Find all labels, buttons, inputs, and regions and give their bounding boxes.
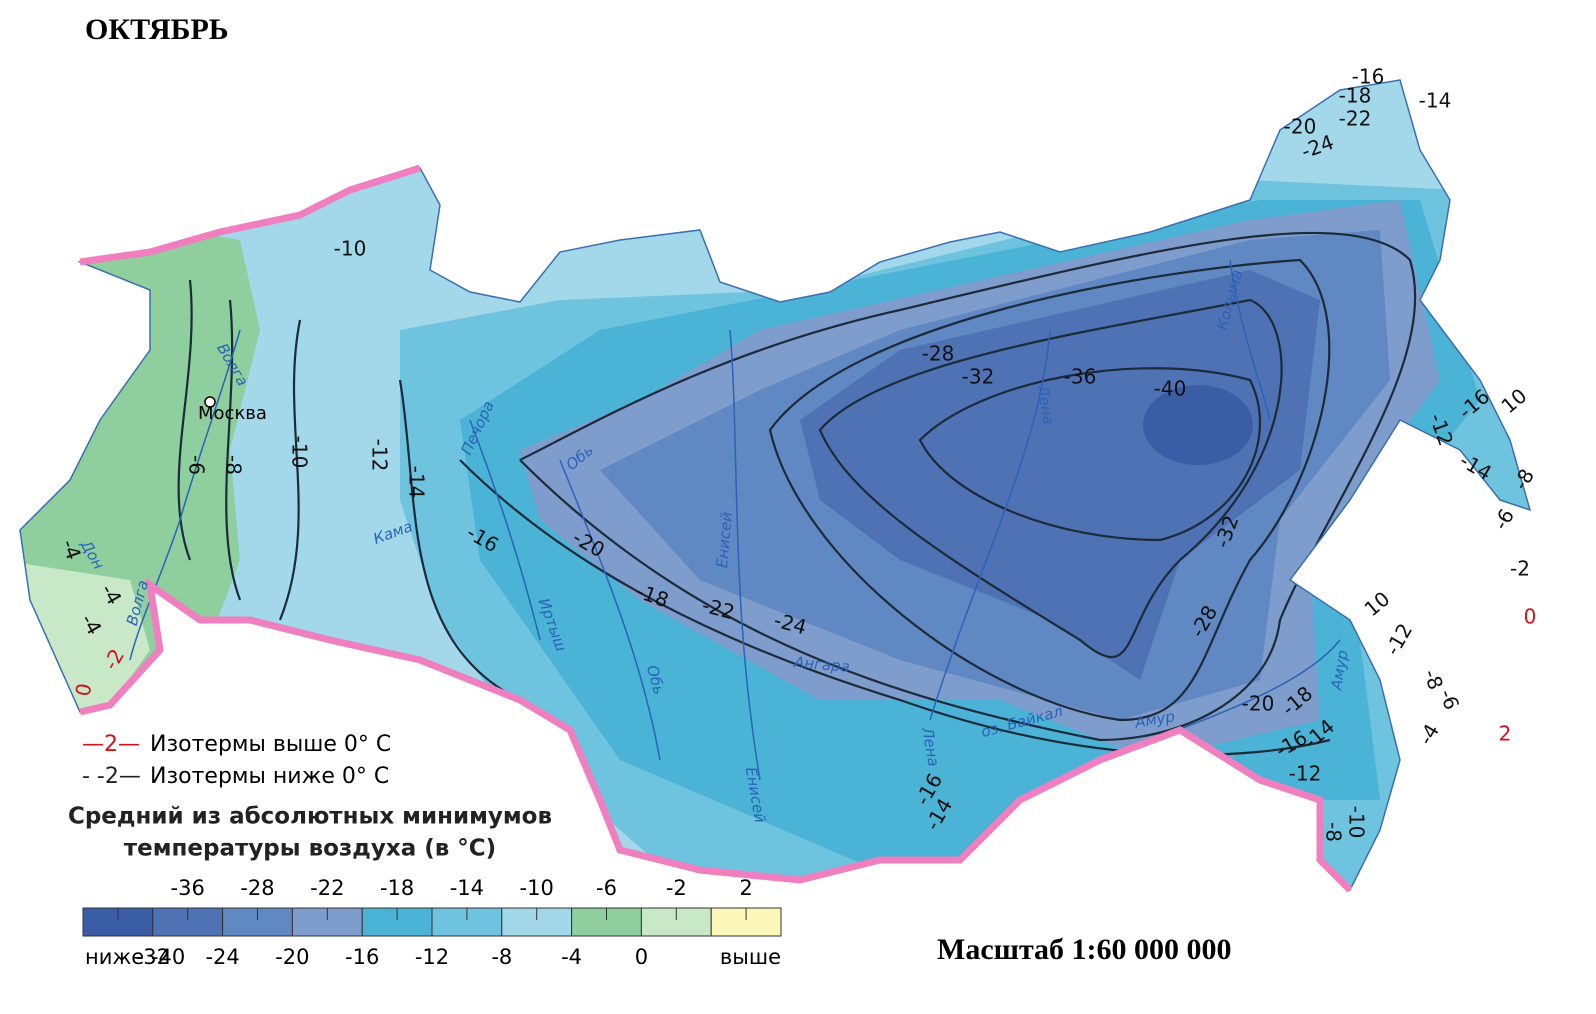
isotherm-label: -36 (1064, 365, 1097, 389)
river-label: Ангара (792, 653, 850, 676)
isotherm-label: -2 (1510, 557, 1530, 581)
zone-deep-blue (800, 270, 1320, 680)
legend-text: Изотермы ниже 0° C (150, 764, 389, 789)
isotherm-label: -12 (368, 439, 392, 472)
zone-darkest (1143, 385, 1253, 465)
isotherm-label: 10 (1360, 586, 1395, 621)
isotherm-label: -22 (1339, 107, 1372, 131)
isotherm-label: -12 (1380, 619, 1417, 659)
isotherm-label: -18 (1339, 84, 1372, 108)
isotherm-label: -28 (922, 342, 955, 366)
zone-light-green (20, 560, 150, 720)
isotherm-lines (177, 231, 1417, 756)
scale-lower-label: -8 (491, 945, 512, 969)
isotherm-label: -12 (1289, 762, 1322, 786)
scale-title: Средний из абсолютных минимумов (68, 804, 552, 830)
isotherm-label: -20 (1242, 692, 1275, 716)
scale-lower-label: -24 (205, 945, 239, 969)
city-marker (204, 396, 216, 408)
scale-upper-label: -22 (310, 876, 344, 900)
isotherm-label: -32 (962, 365, 995, 389)
legend: —2— Изотермы выше 0° C - -2— Изотермы ниже … (68, 732, 782, 969)
scale-lower-label: ниже -40 (85, 945, 185, 969)
scale-lower-label: -16 (345, 945, 379, 969)
isotherm-label-above-zero: 2 (1499, 722, 1512, 746)
city-label: Москва (198, 403, 267, 424)
isotherm-label-above-zero: 0 (71, 681, 97, 698)
isotherm-label: -8 (1419, 666, 1448, 693)
scale-upper-label: -36 (171, 876, 205, 900)
scale-lower-label: -32 (136, 945, 170, 969)
isotherm-label: -14 (1419, 89, 1452, 113)
scale-upper-label: -18 (380, 876, 414, 900)
scale-lower-label: -12 (415, 945, 449, 969)
river-label: Енисей (713, 511, 736, 569)
isotherm-label: -8 (1322, 822, 1346, 842)
map-scale: Масштаб 1:60 000 000 (937, 933, 1232, 966)
isotherm-label-above-zero: 0 (1524, 605, 1537, 629)
isotherm-label: -40 (1154, 377, 1187, 401)
isotherm-label: -10 (1345, 806, 1369, 839)
legend-text: Изотермы выше 0° C (150, 732, 391, 757)
state-border-north-west (79, 164, 422, 266)
isotherm-label: -16 (1352, 65, 1385, 89)
scale-upper-label: -2 (666, 876, 687, 900)
isotherm-label: -20 (1284, 115, 1317, 139)
isotherm-label: -8 (222, 455, 246, 475)
scale-upper-label: -28 (240, 876, 274, 900)
map-title: ОКТЯБРЬ (85, 13, 229, 46)
legend-symbol: - -2— (82, 764, 141, 789)
isotherm-label: -6 (185, 455, 209, 475)
scale-lower-label: -20 (275, 945, 309, 969)
scale-upper-label: -6 (596, 876, 617, 900)
scale-upper-label: -14 (450, 876, 484, 900)
isotherm-label: -6 (1435, 686, 1464, 713)
isotherm-label: -6 (1488, 505, 1519, 534)
scale-lower-label: выше (720, 945, 781, 969)
isotherm-label: -10 (288, 436, 312, 469)
isotherm-label: 10 (1497, 383, 1532, 418)
legend-symbol: —2— (82, 732, 140, 757)
isotherm-label: -10 (334, 237, 367, 261)
scale-title: температуры воздуха (в °C) (124, 836, 496, 862)
scale-upper-label: 2 (739, 876, 752, 900)
isotherm-label: -4 (1413, 720, 1444, 749)
isotherm-label: -14 (405, 466, 429, 499)
state-border (79, 577, 1353, 893)
scale-upper-label: -10 (520, 876, 554, 900)
scale-lower-label: -4 (561, 945, 582, 969)
scale-lower-label: 0 (635, 945, 648, 969)
